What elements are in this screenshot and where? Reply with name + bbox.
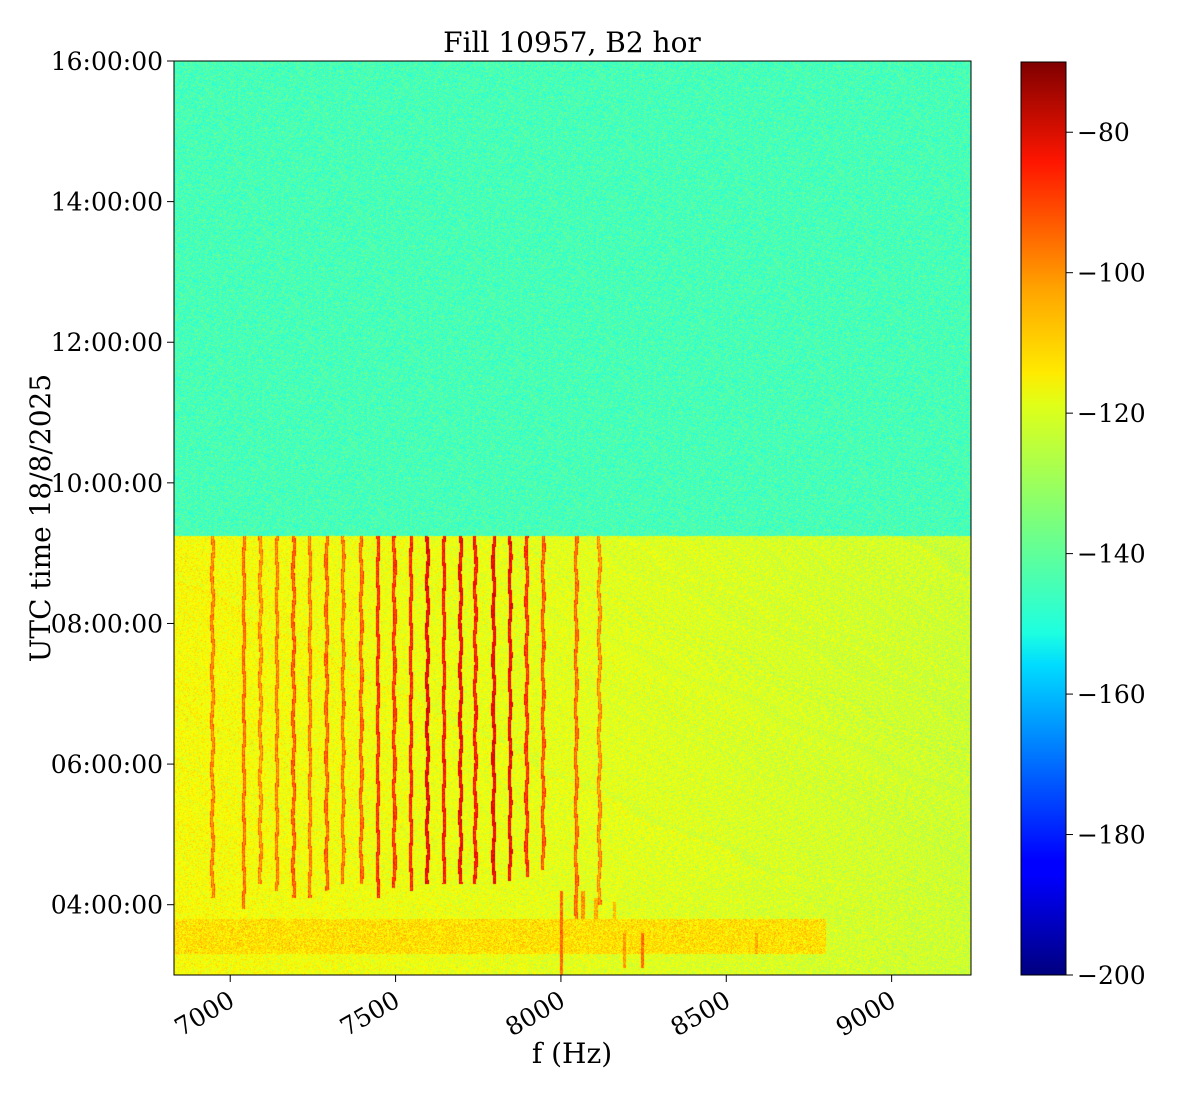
y-tick-label: 12:00:00 [51,328,163,357]
y-tick-label: 08:00:00 [51,609,163,638]
y-tick-label: 14:00:00 [51,188,163,217]
x-tick-label: 8500 [666,985,736,1042]
colorbar-tick-label: −140 [1077,540,1146,569]
colorbar-tick-label: −160 [1077,680,1146,709]
x-tick-label: 9000 [831,985,901,1042]
y-axis: 04:00:00 06:00:00 08:00:00 10:00:00 12:00:00… [51,47,174,920]
x-tick-label: 8000 [500,985,570,1042]
colorbar-tick-label: −100 [1077,259,1146,288]
chart-title: Fill 10957, B2 hor [443,26,701,59]
y-axis-label: UTC time 18/8/2025 [24,374,57,662]
y-tick-label: 16:00:00 [51,47,163,76]
x-tick-label: 7000 [170,985,240,1042]
colorbar-tick-label: −180 [1077,821,1146,850]
y-tick-label: 04:00:00 [51,891,163,920]
colorbar-ticks: −80 −100 −120 −140 −160 −180 −200 [1066,118,1146,990]
colorbar-gradient [1020,61,1067,976]
colorbar-tick-label: −200 [1077,961,1146,990]
plot-area [173,60,972,976]
heatmap-image [174,61,971,975]
x-axis-label: f (Hz) [532,1037,612,1070]
plot-frame [173,60,972,976]
x-axis: 7000 7500 8000 8500 9000 [170,975,901,1042]
colorbar-tick-label: −80 [1077,118,1130,147]
colorbar: −80 −100 −120 −140 −160 −180 −200 [1020,61,1146,990]
y-tick-label: 06:00:00 [51,750,163,779]
colorbar-tick-label: −120 [1077,399,1146,428]
x-tick-label: 7500 [335,985,405,1042]
y-tick-label: 10:00:00 [51,469,163,498]
